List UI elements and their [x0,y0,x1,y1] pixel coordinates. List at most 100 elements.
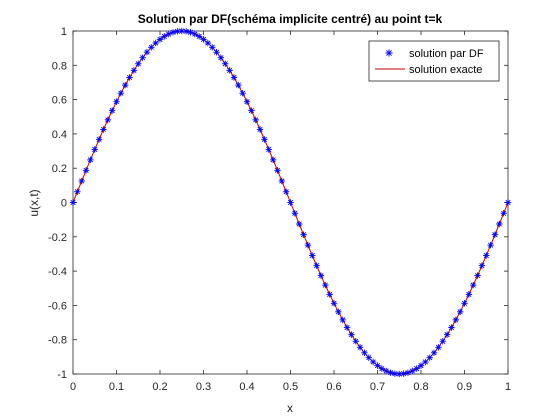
data-point-solution-par-df [413,365,420,372]
y-tick-label: -0.8 [48,335,67,347]
y-tick-label: 1 [61,26,67,38]
data-point-solution-par-df [287,199,294,206]
data-point-solution-par-df [126,74,133,81]
data-point-solution-par-df [313,262,320,269]
x-axis-label: x [287,401,293,415]
data-point-solution-par-df [113,98,120,105]
data-point-solution-par-df [104,116,111,124]
data-point-solution-par-df [356,344,364,351]
data-point-solution-par-df [365,354,372,361]
data-point-solution-par-df [143,49,151,56]
data-point-solution-par-df [339,316,346,324]
data-point-solution-par-df [296,220,303,228]
data-point-solution-par-df [369,358,377,366]
x-tick-label: 0.3 [196,381,211,393]
data-point-solution-par-df [400,370,407,377]
y-tick-label: -0.6 [48,300,67,312]
data-point-solution-par-df [422,358,429,366]
x-tick-label: 0.8 [413,381,428,393]
data-point-solution-par-df [108,107,116,114]
data-point-solution-par-df [248,107,255,114]
data-point-solution-par-df [282,188,290,195]
x-tick-label: 0.7 [370,381,385,393]
data-point-solution-par-df [352,338,359,345]
x-axis-ticks: 0 0.1 0.2 0.3 0.4 0.5 0.6 0.7 0.8 0.9 1 [70,31,511,393]
data-point-solution-par-df [335,308,342,316]
data-point-solution-par-df [478,262,486,269]
data-point-solution-par-df [130,67,138,74]
x-tick-label: 0.4 [239,381,254,393]
data-point-solution-par-df [439,338,446,345]
data-point-solution-par-df [213,49,220,56]
data-point-solution-par-df [217,54,225,61]
x-tick-label: 0.5 [283,381,298,393]
data-point-solution-par-df [100,126,107,133]
data-point-solution-par-df [200,36,207,43]
data-point-solution-par-df [456,308,464,316]
legend-label: solution par DF [409,48,484,60]
data-point-solution-par-df [274,167,281,174]
data-point-solution-par-df [483,252,490,259]
data-point-solution-par-df [261,136,268,143]
data-point-solution-par-df [317,272,325,279]
data-point-solution-par-df [465,291,473,298]
data-point-solution-par-df [265,146,272,153]
y-tick-label: 0.4 [52,129,67,141]
data-point-solution-par-df [226,67,233,74]
y-tick-label: 0 [61,198,67,210]
data-point-solution-par-df [74,188,81,195]
data-point-solution-par-df [374,362,381,369]
data-point-solution-par-df [148,44,155,51]
data-point-solution-par-df [152,39,159,47]
legend: solution par DF solution exacte [368,40,500,82]
y-tick-label: -1 [57,369,67,381]
data-point-solution-par-df [409,367,416,375]
chart-title: Solution par DF(schéma implicite centré)… [138,12,443,26]
data-point-solution-par-df [230,74,238,81]
data-point-solution-par-df [348,331,355,338]
data-point-solution-par-df [491,231,499,238]
data-point-solution-par-df [269,156,277,164]
data-point-solution-par-df [87,156,94,164]
data-point-solution-par-df [448,324,455,331]
data-point-solution-par-df [135,60,142,67]
x-tick-label: 1 [505,381,511,393]
data-point-solution-par-df [378,365,386,372]
x-tick-label: 0.2 [152,381,167,393]
data-point-solution-par-df [139,54,146,61]
data-point-solution-par-df [78,177,85,185]
data-point-solution-par-df [204,39,212,47]
data-point-solution-par-df [191,30,198,38]
data-point-solution-par-df [322,281,329,289]
x-tick-label: 0.6 [326,381,341,393]
data-point-solution-par-df [426,354,433,361]
data-point-solution-par-df [417,362,425,369]
data-point-solution-par-df [443,331,451,338]
data-point-solution-par-df [161,33,168,40]
legend-marker-solution-par-df [385,49,393,57]
data-point-solution-par-df [91,146,98,153]
data-point-solution-par-df [182,28,190,35]
data-point-solution-par-df [222,60,229,67]
y-tick-label: -0.4 [48,266,67,278]
legend-box [368,40,500,82]
data-point-solution-par-df [278,177,285,185]
data-point-solution-par-df [95,136,103,143]
data-point-solution-par-df [122,81,129,89]
data-point-solution-par-df [496,220,503,228]
y-axis-label: u(x,t) [27,189,41,216]
series-layer [69,27,512,378]
x-tick-label: 0 [70,381,76,393]
data-point-solution-par-df [156,36,164,43]
data-point-solution-par-df [309,252,316,259]
y-tick-label: 0.8 [52,60,67,72]
data-point-solution-par-df [69,199,77,206]
data-point-solution-par-df [326,291,333,298]
data-point-solution-par-df [243,98,251,105]
data-point-solution-par-df [174,28,181,35]
data-point-solution-par-df [470,281,477,289]
data-point-solution-par-df [330,300,338,307]
y-tick-label: 0.2 [52,163,67,175]
data-point-solution-par-df [461,300,468,307]
